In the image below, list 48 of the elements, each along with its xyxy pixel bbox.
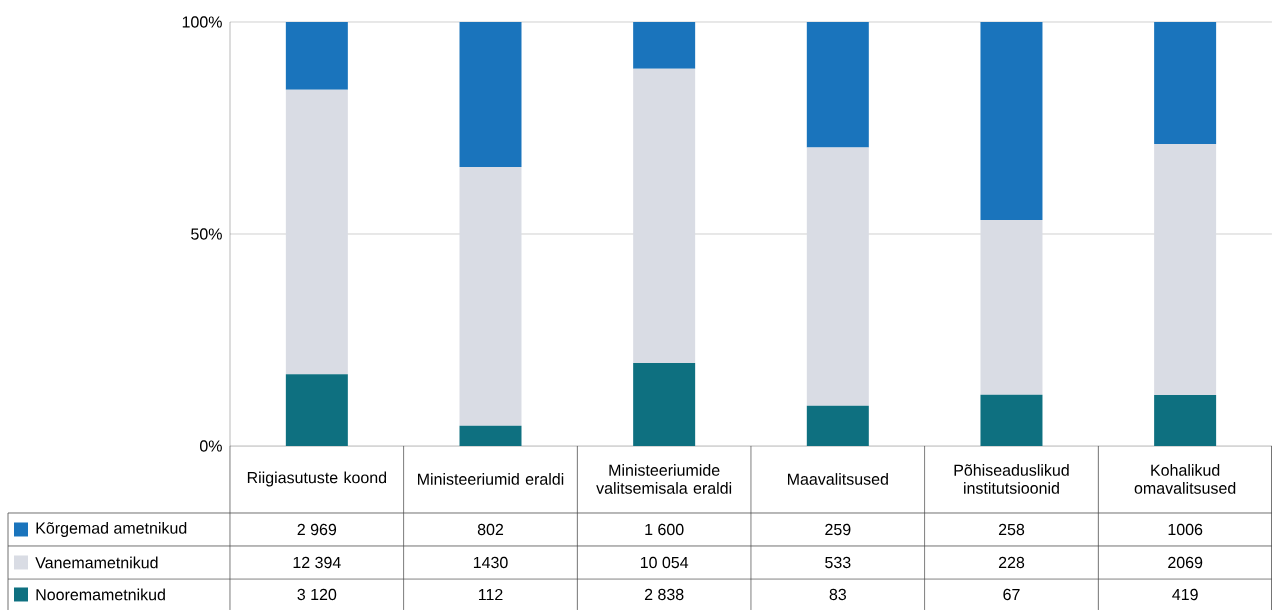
text: 112 [478,588,503,601]
legend-label: Kõrgemad ametnikud [36,522,187,537]
x-tick-label: Ministeeriumide valitsemisala eraldi [596,464,732,494]
legend-label: Vanemametnikud [35,556,158,569]
text: 10 054 [640,556,689,569]
x-tick-label: Põhiseaduslikud institutsioonid [954,464,1069,494]
text: 67 [1003,588,1020,601]
bar [459,425,522,446]
y-tick-label: 50% [191,228,222,240]
bar [806,405,869,446]
text: 83 [829,588,847,601]
bar [806,21,869,148]
text: 419 [1172,588,1198,601]
bar [980,220,1043,395]
bar [980,394,1043,446]
bar [459,167,522,426]
text: 2 838 [644,588,684,601]
bar [1154,21,1217,145]
text: 259 [825,523,851,536]
y-tick-label: 0% [199,440,222,452]
bar [806,147,869,406]
text: 1006 [1168,523,1203,536]
x-tick-label: Ministeeriumid eraldi [418,473,564,485]
bar [1154,144,1217,396]
bar [633,21,696,69]
bar [285,21,348,90]
y-tick-label: 100% [182,16,222,28]
text: 12 394 [293,556,341,569]
bar [285,89,348,375]
x-tick-label: Riigiasutuste koond [247,471,387,487]
text: 1430 [473,556,508,569]
legend-label: Nooremametnikud [36,588,165,601]
bar [633,68,696,363]
x-tick-label: Maavalitsused [788,473,888,485]
text: 533 [825,556,851,569]
bar [285,374,348,446]
x-tick-label: Kohalikud omavalitsused [1134,464,1236,494]
text: 3 120 [297,588,337,601]
text: 1 600 [645,523,684,536]
text: 258 [998,523,1025,536]
bar [980,21,1043,220]
bar [1154,395,1217,446]
bar [633,362,696,446]
text: 2069 [1168,556,1203,569]
bar [459,21,522,167]
text: 2 969 [297,523,337,536]
text: 802 [477,523,504,536]
text: 228 [998,556,1025,569]
